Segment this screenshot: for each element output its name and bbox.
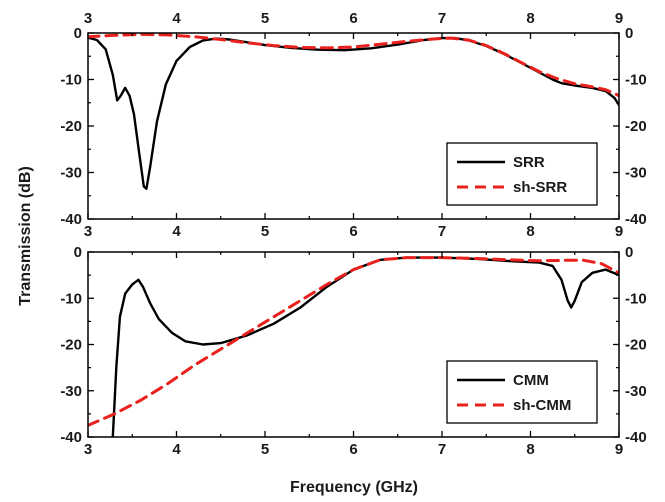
y-tick-label: 0 xyxy=(74,25,82,42)
chart-panel-2: 3 4 5 6 7 8 9 0 0 -10 -10 -20 -20 -30 -30 -40 -40 CMM sh-C… xyxy=(60,244,646,458)
x-tick-label: 5 xyxy=(261,441,269,458)
y-tick-label: -10 xyxy=(60,72,82,89)
x-tick-label-top: 3 xyxy=(84,10,92,27)
legend-label-sh-srr: sh-SRR xyxy=(513,179,567,196)
y-tick-label: 0 xyxy=(74,244,82,261)
x-tick-label: 8 xyxy=(526,441,534,458)
series-group xyxy=(88,256,619,437)
x-tick-label-top: 7 xyxy=(438,10,446,27)
x-tick-label: 7 xyxy=(438,223,446,240)
x-tick-label: 6 xyxy=(349,223,357,240)
y-tick-label: -30 xyxy=(60,383,82,400)
y-tick-label: -40 xyxy=(60,211,82,228)
y-tick-label: -30 xyxy=(60,165,82,182)
series-line-cmm xyxy=(111,256,619,437)
legend: SRR sh-SRR xyxy=(446,142,598,206)
x-tick-label: 9 xyxy=(615,441,623,458)
x-tick-label: 6 xyxy=(349,441,357,458)
series-line-sh-cmm xyxy=(88,256,619,427)
y-tick-label-right: -10 xyxy=(625,290,647,307)
y-tick-label: -20 xyxy=(60,118,82,135)
x-tick-label: 9 xyxy=(615,223,623,240)
x-tick-label-top: 6 xyxy=(349,10,357,27)
x-tick-label-top: 4 xyxy=(172,10,181,27)
y-tick-label-right: -10 xyxy=(625,72,647,89)
y-tick-label-right: -20 xyxy=(625,337,647,354)
x-tick-label: 4 xyxy=(172,223,181,240)
y-tick-label: -10 xyxy=(60,290,82,307)
y-axis-title: Transmission (dB) xyxy=(17,166,34,306)
x-tick-label: 5 xyxy=(261,223,269,240)
legend-label-sh-cmm: sh-CMM xyxy=(513,397,571,414)
x-tick-label: 4 xyxy=(172,441,181,458)
y-tick-label-right: -30 xyxy=(625,165,647,182)
x-tick-label-top: 5 xyxy=(261,10,269,27)
x-tick-label-top: 9 xyxy=(615,10,623,27)
legend-box xyxy=(446,142,598,206)
legend-label-srr: SRR xyxy=(513,154,545,171)
series-group xyxy=(88,33,619,190)
series-line-sh-srr xyxy=(88,33,619,98)
x-tick-label-top: 8 xyxy=(526,10,534,27)
x-axis-title: Frequency (GHz) xyxy=(290,479,418,496)
legend-box xyxy=(446,360,598,424)
y-tick-label-right: 0 xyxy=(625,244,633,261)
y-tick-label-right: 0 xyxy=(625,25,633,42)
y-tick-label: -20 xyxy=(60,337,82,354)
legend: CMM sh-CMM xyxy=(446,360,598,424)
y-tick-label: -40 xyxy=(60,429,82,446)
y-tick-label-right: -30 xyxy=(625,383,647,400)
x-tick-label: 3 xyxy=(84,223,92,240)
x-tick-label: 8 xyxy=(526,223,534,240)
y-tick-label-right: -40 xyxy=(625,211,647,228)
x-tick-label: 7 xyxy=(438,441,446,458)
x-tick-label: 3 xyxy=(84,441,92,458)
legend-label-cmm: CMM xyxy=(513,372,549,389)
y-tick-label-right: -20 xyxy=(625,118,647,135)
y-tick-label-right: -40 xyxy=(625,429,647,446)
